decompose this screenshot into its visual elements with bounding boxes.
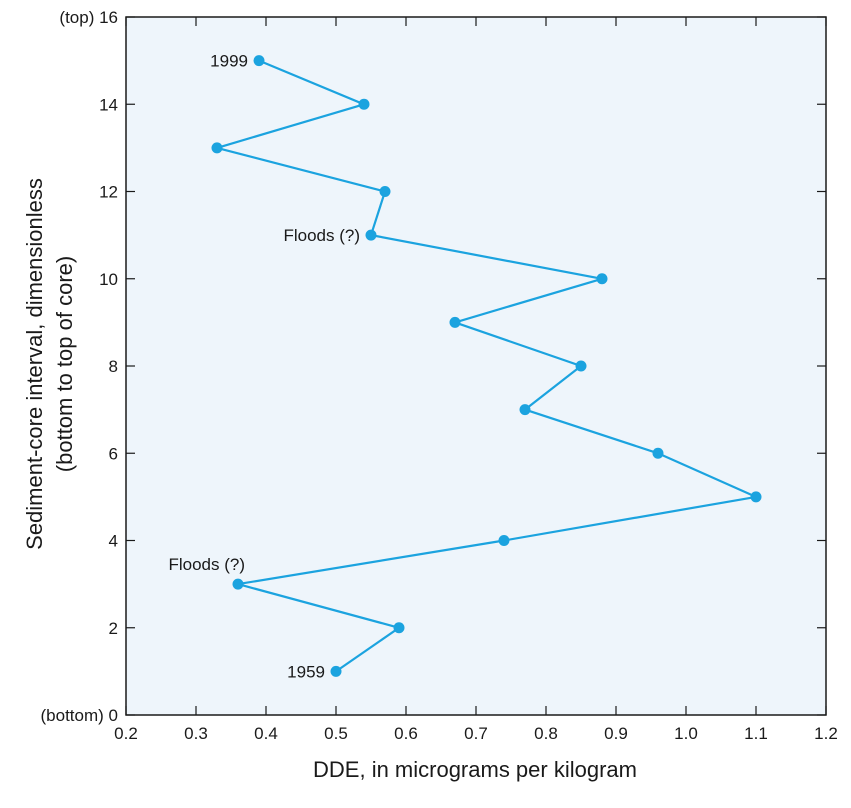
series-layer: [211, 55, 762, 677]
x-tick-label: 0.8: [534, 724, 558, 743]
y-tick-label: 14: [99, 95, 118, 114]
y-axis-title-line2: (bottom to top of core): [52, 256, 77, 472]
data-point: [449, 316, 461, 328]
x-tick-label: 0.9: [604, 724, 628, 743]
x-axis-title: DDE, in micrograms per kilogram: [313, 757, 637, 782]
axes-layer: [125, 16, 827, 716]
plot-area: [125, 16, 827, 716]
data-point: [596, 273, 608, 285]
data-point: [498, 535, 510, 546]
annotation-label: 1959: [287, 662, 325, 681]
y-tick-label: 2: [109, 619, 118, 638]
data-point: [232, 578, 244, 590]
y-tick-label: (bottom) 0: [41, 706, 118, 725]
annotation-label: Floods (?): [168, 555, 245, 574]
data-point: [211, 142, 223, 154]
data-point: [575, 360, 587, 372]
x-tick-label: 0.7: [464, 724, 488, 743]
y-axis-title-line1: Sediment-core interval, dimensionless: [22, 178, 47, 550]
data-point: [365, 229, 377, 241]
x-tick-label: 1.0: [674, 724, 698, 743]
data-point: [379, 186, 391, 197]
y-tick-label: 10: [99, 270, 118, 289]
x-tick-label: 0.6: [394, 724, 418, 743]
x-tick-label: 0.5: [324, 724, 348, 743]
annotation-label: 1999: [210, 52, 248, 71]
y-tick-label: (top) 16: [59, 8, 118, 27]
labels-layer: 0.2 0.3 0.4 0.5 0.6 0.7 0.8 0.9 1.0 1.1 1.2 (bottom…: [41, 8, 838, 743]
x-tick-label: 1.2: [814, 724, 838, 743]
y-tick-label: 12: [99, 183, 118, 202]
annotation-label: Floods (?): [283, 226, 360, 245]
x-tick-label: 0.4: [254, 724, 278, 743]
x-tick-label: 0.2: [114, 724, 138, 743]
data-point: [393, 622, 405, 634]
y-tick-label: 6: [109, 444, 118, 463]
y-tick-label: 8: [109, 357, 118, 376]
data-point: [750, 491, 762, 503]
data-point: [358, 98, 370, 110]
data-point: [519, 404, 531, 416]
x-tick-label: 0.3: [184, 724, 208, 743]
data-point: [253, 55, 265, 67]
data-point: [330, 665, 342, 677]
data-point: [652, 447, 664, 459]
y-tick-label: 4: [109, 532, 118, 551]
x-tick-label: 1.1: [744, 724, 768, 743]
